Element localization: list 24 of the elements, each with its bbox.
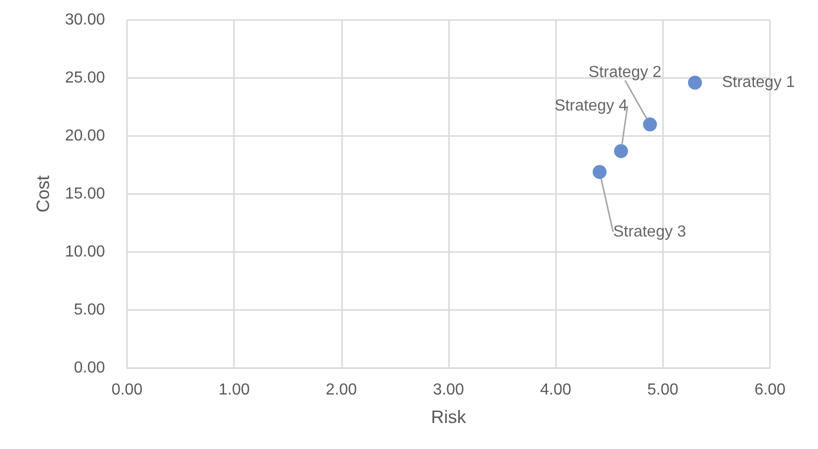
text: Strategy 2 [588, 64, 662, 81]
x-tick-label: 3.00 [432, 382, 464, 398]
y-tick-label: 5.00 [74, 302, 106, 318]
x-axis-title: Risk [431, 407, 467, 427]
point [592, 164, 607, 179]
x-tick-label: 4.00 [540, 382, 572, 398]
x-tick-label: 1.00 [218, 382, 250, 398]
y-tick-label: 0.00 [74, 360, 106, 376]
y-axis-title: Cost [33, 175, 53, 213]
x-tick-label: 5.00 [647, 382, 679, 398]
text: Strategy 3 [613, 223, 686, 240]
series-label: Strategy 4 [554, 98, 628, 115]
x-tick-label: 6.00 [754, 382, 786, 398]
y-tick-label: 30.00 [64, 12, 106, 28]
point [688, 76, 702, 90]
x-tick-label: 2.00 [326, 382, 358, 398]
x-tick-label: 0.00 [111, 382, 143, 398]
y-tick-label: 20.00 [64, 128, 106, 144]
point [642, 117, 657, 132]
y-tick-label: 15.00 [64, 186, 106, 202]
y-tick-label: 10.00 [64, 244, 106, 260]
point [614, 144, 628, 158]
series-label: Strategy 1 [722, 74, 796, 92]
y-tick-label: 25.00 [64, 70, 106, 86]
